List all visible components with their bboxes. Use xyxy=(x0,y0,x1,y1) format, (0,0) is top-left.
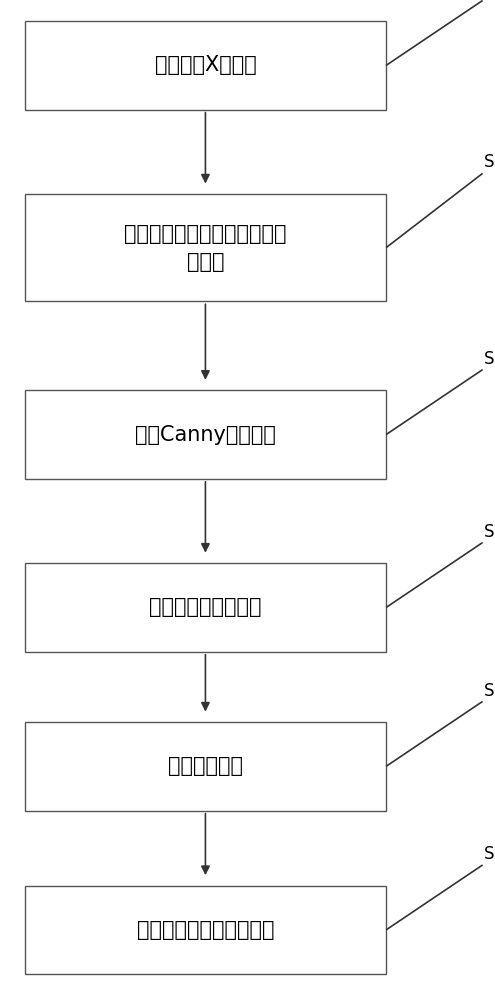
Text: 去除孤立点连接非封: 去除孤立点连接非封 xyxy=(149,597,262,617)
Text: 使用总变分模型的显式差分算
法去噪: 使用总变分模型的显式差分算 法去噪 xyxy=(124,224,287,272)
Text: 进行Canny边缘检测: 进行Canny边缘检测 xyxy=(135,425,276,445)
Text: S104: S104 xyxy=(484,523,495,541)
Text: 输入焊缝X射线图: 输入焊缝X射线图 xyxy=(154,55,256,75)
Bar xyxy=(25,886,386,974)
Bar xyxy=(25,722,386,811)
Text: 确定圆形缺陷质心和面积: 确定圆形缺陷质心和面积 xyxy=(137,920,274,940)
Bar xyxy=(25,563,386,652)
Bar xyxy=(25,21,386,110)
Bar xyxy=(25,194,386,301)
Text: S103: S103 xyxy=(484,350,495,368)
Text: S106: S106 xyxy=(484,845,495,863)
Bar xyxy=(25,390,386,479)
Text: S105: S105 xyxy=(484,682,495,700)
Text: S102: S102 xyxy=(484,153,495,171)
Text: 填充封闭区域: 填充封闭区域 xyxy=(168,756,243,776)
